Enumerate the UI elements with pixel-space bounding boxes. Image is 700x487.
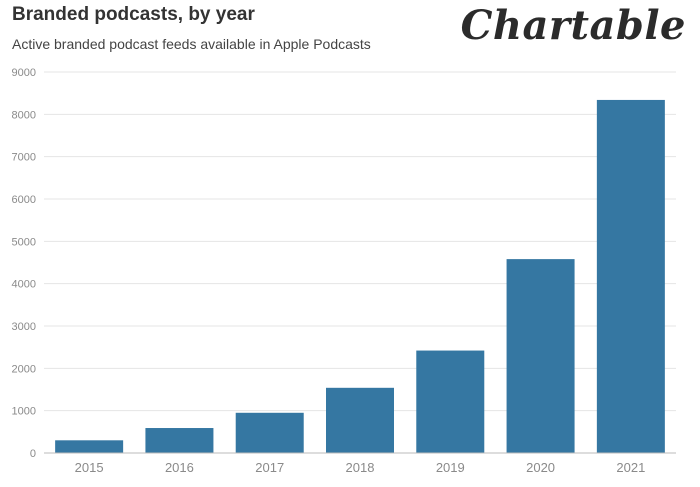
- y-tick-label-0: 0: [30, 448, 36, 460]
- bar-2019: [416, 350, 485, 453]
- y-axis-ticks: 0 1000 2000 3000 4000 5000 6000 7000 8000 9000: [12, 67, 36, 460]
- y-tick-label-5000: 5000: [12, 236, 36, 248]
- bar-2021: [596, 99, 665, 453]
- y-tick-label-8000: 8000: [12, 109, 36, 121]
- bar-2016: [145, 428, 214, 453]
- x-axis-ticks: 2015 2016 2017 2018 2019 2020 2021: [75, 460, 646, 475]
- y-tick-label-3000: 3000: [12, 321, 36, 333]
- x-tick-label-2015: 2015: [75, 460, 104, 475]
- x-tick-label-2020: 2020: [526, 460, 555, 475]
- x-tick-label-2019: 2019: [436, 460, 465, 475]
- chart-title: Branded podcasts, by year: [12, 4, 255, 25]
- bar-2018: [326, 387, 394, 453]
- y-tick-label-4000: 4000: [12, 279, 36, 291]
- x-tick-label-2016: 2016: [165, 460, 194, 475]
- x-tick-label-2018: 2018: [346, 460, 375, 475]
- x-tick-label-2017: 2017: [255, 460, 284, 475]
- y-tick-label-9000: 9000: [12, 67, 36, 79]
- bars: [55, 99, 665, 453]
- chartable-logo: Chartable: [460, 2, 686, 49]
- gridlines: [44, 71, 676, 412]
- bar-2017: [235, 412, 304, 453]
- y-tick-label-7000: 7000: [12, 152, 36, 164]
- y-tick-label-2000: 2000: [12, 363, 36, 375]
- y-tick-label-6000: 6000: [12, 194, 36, 206]
- chart-subtitle: Active branded podcast feeds available i…: [12, 36, 371, 52]
- bar-2015: [55, 440, 124, 453]
- y-tick-label-1000: 1000: [12, 406, 36, 418]
- bar-2020: [506, 259, 575, 453]
- x-tick-label-2021: 2021: [616, 460, 645, 475]
